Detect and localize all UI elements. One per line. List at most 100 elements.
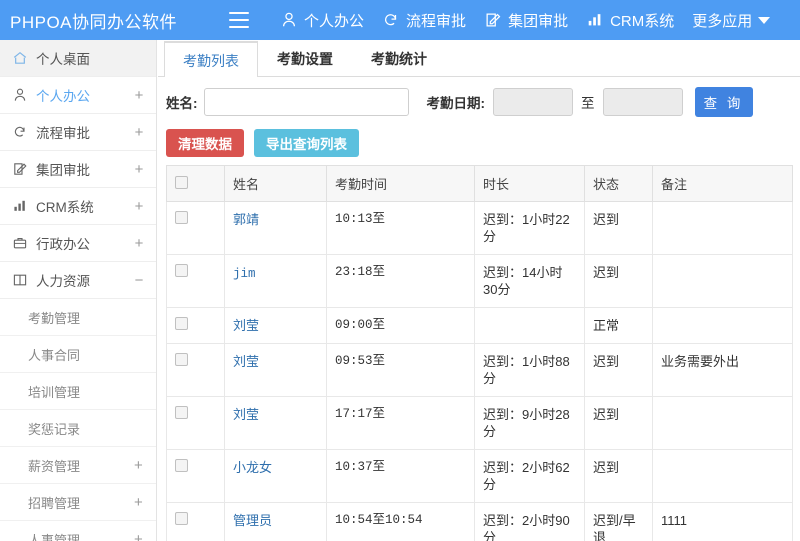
sidebar-item-label: 流程审批 [36, 126, 90, 141]
table-row[interactable]: 刘莹 17:17至 迟到：9小时28分 迟到 [166, 396, 793, 450]
row-select-cell [166, 396, 225, 450]
sidebar-item-crm[interactable]: CRM系统 + [0, 188, 156, 225]
employee-name-link[interactable]: 刘莹 [233, 407, 260, 422]
export-list-button[interactable]: 导出查询列表 [254, 129, 359, 157]
topnav-item-personal-office[interactable]: 个人办公 [271, 10, 373, 31]
edit-square-icon [484, 11, 502, 29]
checkbox-icon[interactable] [175, 406, 188, 419]
clear-data-button[interactable]: 清理数据 [166, 129, 244, 157]
checkbox-icon[interactable] [175, 175, 188, 189]
sidebar-subitem-training[interactable]: 培训管理 [0, 373, 156, 410]
cell-status: 迟到 [584, 343, 653, 397]
checkbox-icon[interactable] [175, 211, 188, 224]
table-row[interactable]: jim 23:18至 迟到：14小时30分 迟到 [166, 254, 793, 308]
cell-status: 迟到/早退 [584, 502, 653, 541]
checkbox-icon[interactable] [175, 512, 188, 525]
sidebar-subitem-label: 考勤管理 [28, 310, 81, 326]
sidebar-subitem-salary[interactable]: 薪资管理 + [0, 447, 156, 484]
cell-duration: 迟到：1小时22分 [474, 201, 585, 255]
topnav-item-process-approval[interactable]: 流程审批 [373, 10, 475, 31]
query-button[interactable]: 查 询 [694, 87, 753, 117]
cell-note: 业务需要外出 [652, 343, 793, 397]
checkbox-icon[interactable] [175, 317, 188, 330]
employee-name-link[interactable]: 刘莹 [233, 354, 260, 369]
sidebar-subitem-label: 人事管理 [28, 532, 81, 541]
topnav-item-group-approval[interactable]: 集团审批 [475, 10, 577, 31]
employee-name-link[interactable]: 郭靖 [233, 212, 260, 227]
cell-duration: 迟到：9小时28分 [474, 396, 585, 450]
sidebar[interactable]: 个人桌面 个人办公 + 流程审批 + 集团审批 + CRM系统 + 行政办公 [0, 40, 157, 541]
sidebar-subitem-recruitment[interactable]: 招聘管理 + [0, 484, 156, 521]
table-row[interactable]: 小龙女 10:37至 迟到：2小时62分 迟到 [166, 449, 793, 503]
cell-name: 刘莹 [224, 343, 327, 397]
sidebar-item-admin-office[interactable]: 行政办公 + [0, 225, 156, 262]
employee-name-link[interactable]: 刘莹 [233, 318, 260, 333]
sidebar-subitem-hr-contract[interactable]: 人事合同 [0, 336, 156, 373]
checkbox-icon[interactable] [175, 459, 188, 472]
attendance-table-body: 郭靖 10:13至 迟到：1小时22分 迟到 jim 23:18至 迟到：14小时30分 迟到… [166, 201, 793, 541]
sidebar-expander[interactable]: + [134, 197, 144, 215]
checkbox-icon[interactable] [175, 264, 188, 277]
checkbox-icon[interactable] [175, 353, 188, 366]
employee-name-link[interactable]: 管理员 [233, 513, 273, 528]
sidebar-expander[interactable]: + [134, 160, 144, 178]
cell-name: 郭靖 [224, 201, 327, 255]
cell-status: 迟到 [584, 254, 653, 308]
sidebar-item-group-approval[interactable]: 集团审批 + [0, 151, 156, 188]
tab-attendance-list[interactable]: 考勤列表 [164, 41, 258, 77]
tab-bar: 考勤列表 考勤设置 考勤统计 [158, 40, 800, 77]
attendance-table-wrapper: 姓名 考勤时间 时长 状态 备注 郭靖 10:13至 迟到：1小时22分 迟到 jim 2… [158, 165, 800, 541]
sidebar-subitem-expander[interactable]: + [134, 493, 143, 511]
sidebar-item-human-resources[interactable]: 人力资源 − [0, 262, 156, 299]
sidebar-expander[interactable]: + [134, 234, 144, 252]
row-select-cell [166, 343, 225, 397]
employee-name-link[interactable]: 小龙女 [233, 460, 273, 475]
cell-name: 刘莹 [224, 307, 327, 344]
cell-note [652, 201, 793, 255]
row-select-cell [166, 254, 225, 308]
topnav-item-crm[interactable]: CRM系统 [577, 10, 683, 31]
cell-name: 管理员 [224, 502, 327, 541]
table-row[interactable]: 刘莹 09:53至 迟到：1小时88分 迟到 业务需要外出 [166, 343, 793, 397]
sidebar-item-process-approval[interactable]: 流程审批 + [0, 114, 156, 151]
sidebar-expander[interactable]: + [134, 86, 144, 104]
column-header-duration[interactable]: 时长 [474, 165, 585, 202]
tab-attendance-statistics[interactable]: 考勤统计 [371, 51, 427, 67]
column-header-name[interactable]: 姓名 [224, 165, 327, 202]
topnav-label: 流程审批 [406, 12, 467, 30]
employee-name-link[interactable]: jim [233, 267, 256, 281]
tab-attendance-settings[interactable]: 考勤设置 [277, 51, 333, 67]
sidebar-item-personal-office[interactable]: 个人办公 + [0, 77, 156, 114]
sidebar-subitem-label: 招聘管理 [28, 495, 81, 511]
sidebar-expander[interactable]: − [134, 271, 144, 289]
topnav-label: 更多应用 [692, 12, 753, 30]
cell-attendance-time: 10:37至 [326, 449, 475, 503]
date-from-input[interactable] [493, 88, 573, 116]
cell-duration: 迟到：14小时30分 [474, 254, 585, 308]
sidebar-subitem-personnel[interactable]: 人事管理 + [0, 521, 156, 541]
sidebar-item-label: 集团审批 [36, 163, 90, 178]
table-row[interactable]: 刘莹 09:00至 正常 [166, 307, 793, 344]
row-select-cell [166, 449, 225, 503]
sidebar-subitem-attendance[interactable]: 考勤管理 [0, 299, 156, 336]
hamburger-icon[interactable] [229, 12, 250, 28]
column-header-note[interactable]: 备注 [652, 165, 793, 202]
date-to-input[interactable] [602, 88, 683, 116]
name-input[interactable] [203, 88, 409, 116]
sidebar-subitem-expander[interactable]: + [134, 456, 143, 474]
sidebar-subitem-expander[interactable]: + [134, 530, 143, 541]
column-header-time[interactable]: 考勤时间 [326, 165, 475, 202]
sidebar-expander[interactable]: + [134, 123, 144, 141]
table-row[interactable]: 郭靖 10:13至 迟到：1小时22分 迟到 [166, 201, 793, 255]
cell-attendance-time: 09:00至 [326, 307, 475, 344]
sidebar-subitem-label: 人事合同 [28, 347, 81, 363]
topnav-item-more-apps[interactable]: 更多应用 [683, 10, 779, 31]
cell-attendance-time: 09:53至 [326, 343, 475, 397]
column-header-status[interactable]: 状态 [584, 165, 653, 202]
sidebar-subitem-reward-punish[interactable]: 奖惩记录 [0, 410, 156, 447]
chevron-down-icon[interactable] [758, 16, 771, 24]
sidebar-item-label: 行政办公 [36, 237, 90, 252]
sidebar-item-personal-desktop[interactable]: 个人桌面 [0, 40, 156, 77]
date-filter-label: 考勤日期: [426, 96, 486, 111]
